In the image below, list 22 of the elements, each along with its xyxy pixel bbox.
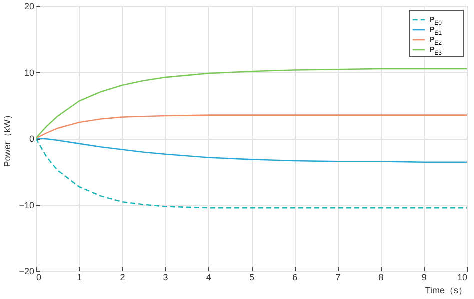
y-axis-title: Power（kW） [2, 110, 12, 168]
x-tick-label: 4 [206, 272, 212, 282]
line-series [36, 138, 467, 209]
x-tick-label: 2 [120, 272, 126, 282]
line-series [36, 114, 467, 140]
x-tick-label: 6 [292, 272, 298, 282]
x-tick-label: 0 [36, 272, 42, 282]
x-tick-label: 3 [163, 272, 168, 282]
x-tick-label: 7 [336, 272, 341, 282]
y-tick-label: −20 [19, 266, 34, 276]
y-tick-label: 10 [24, 68, 34, 78]
y-tick-label: −10 [19, 200, 34, 210]
x-tick-label: 9 [422, 272, 427, 282]
y-tick-label: 20 [24, 2, 34, 12]
line-series [36, 138, 467, 163]
x-tick-label: 5 [249, 272, 255, 282]
line-series [36, 68, 467, 140]
x-tick-label: 8 [378, 272, 384, 282]
x-tick-label: 10 [457, 272, 468, 282]
y-tick-label: 0 [29, 134, 34, 144]
x-tick-label: 1 [77, 272, 82, 282]
x-axis-title: Time（s） [425, 286, 468, 296]
